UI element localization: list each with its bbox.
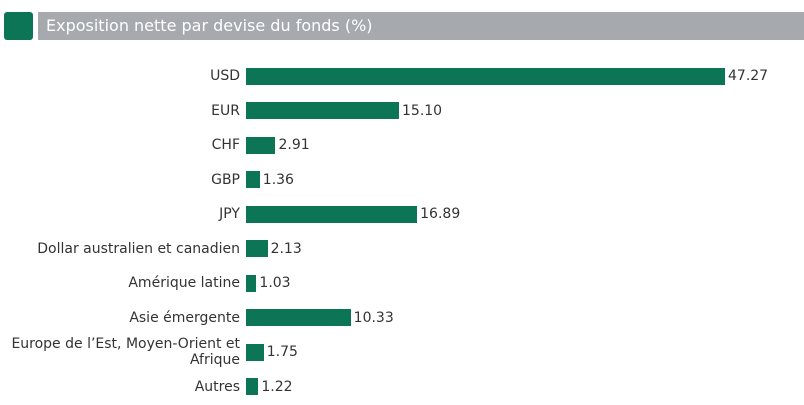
value-label: 47.27	[728, 68, 769, 84]
value-label: 1.03	[259, 275, 291, 291]
bar	[246, 309, 351, 326]
category-label: Amérique latine	[128, 275, 240, 291]
bar	[246, 102, 399, 119]
category-label: CHF	[211, 137, 240, 153]
category-label: EUR	[211, 102, 240, 119]
bar	[246, 205, 418, 223]
category-label: JPY	[219, 206, 240, 222]
value-label: 16.89	[420, 206, 461, 222]
bar	[246, 171, 260, 188]
value-label: 2.91	[278, 137, 310, 153]
value-label: 2.13	[270, 240, 302, 257]
value-label: 1.75	[266, 344, 298, 360]
bar	[246, 378, 259, 395]
value-label: 1.36	[262, 171, 294, 188]
bar	[246, 274, 257, 292]
value-label: 1.22	[261, 378, 293, 395]
chart-title: Exposition nette par devise du fonds (%)	[46, 16, 373, 35]
value-label: 15.10	[402, 102, 443, 119]
category-label: Dollar australien et canadien	[37, 240, 240, 257]
category-label: USD	[210, 68, 240, 84]
header-bar	[38, 12, 804, 40]
category-label: Autres	[194, 378, 240, 395]
value-label: 10.33	[353, 309, 394, 326]
category-label: Asie émergente	[129, 309, 240, 326]
bar	[246, 240, 268, 257]
header-square	[4, 12, 33, 40]
bar	[246, 343, 264, 361]
bar	[246, 67, 725, 85]
category-label: GBP	[211, 171, 240, 188]
category-label: Europe de l’Est, Moyen-Orient et Afrique	[11, 336, 240, 368]
bar	[246, 136, 276, 154]
